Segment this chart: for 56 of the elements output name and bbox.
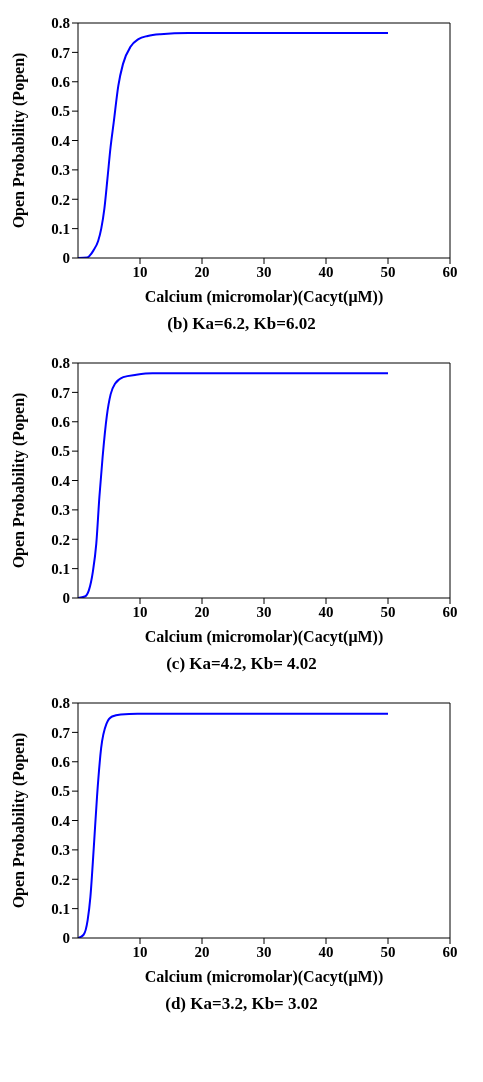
x-tick-label: 20 xyxy=(194,263,210,280)
y-tick-label: 0.5 xyxy=(51,103,70,120)
y-tick-label: 0.8 xyxy=(51,355,70,372)
x-tick-label: 40 xyxy=(318,943,334,960)
text: (b) Ka=6.2, Kb=6.02 xyxy=(166,314,317,334)
y-tick-label: 0.8 xyxy=(51,695,70,712)
x-tick-label: 30 xyxy=(256,603,272,620)
y-tick-label: 0.2 xyxy=(51,531,70,548)
x-tick-label: 50 xyxy=(380,263,396,280)
x-tick-label: 40 xyxy=(318,263,334,280)
x-tick-label: 50 xyxy=(380,943,396,960)
y-tick-label: 0 xyxy=(62,250,70,267)
y-tick-label: 0.5 xyxy=(51,443,70,460)
x-tick-label: 10 xyxy=(132,603,148,620)
y-tick-label: 0.7 xyxy=(51,44,71,61)
y-tick-label: 0.3 xyxy=(51,162,70,179)
y-tick-label: 0.1 xyxy=(51,560,70,577)
y-tick-label: 0.7 xyxy=(51,384,71,401)
x-tick-label: 10 xyxy=(132,263,148,280)
y-tick-label: 0.3 xyxy=(51,842,70,859)
x-tick-label: 60 xyxy=(442,603,458,620)
x-tick-label: 30 xyxy=(256,943,272,960)
x-tick-label: 40 xyxy=(318,603,334,620)
y-tick-label: 0.4 xyxy=(51,472,71,489)
x-tick-label: 60 xyxy=(442,943,458,960)
y-tick-label: 0.4 xyxy=(51,812,71,829)
y-tick-label: 0.7 xyxy=(51,724,71,741)
x-tick-label: 20 xyxy=(194,603,210,620)
x-tick-label: 30 xyxy=(256,263,272,280)
y-axis-title: Open Probability (Popen) xyxy=(9,52,28,229)
x-axis-title: Calcium (micromolar)(Cacyt(μM)) xyxy=(144,288,384,306)
y-tick-label: 0.1 xyxy=(51,220,70,237)
y-tick-label: 0.1 xyxy=(51,900,70,917)
y-tick-label: 0.4 xyxy=(51,132,71,149)
y-tick-label: 0.3 xyxy=(51,502,70,519)
text: (c) Ka=4.2, Kb= 4.02 xyxy=(165,654,318,674)
line-series xyxy=(78,712,389,938)
y-tick-label: 0 xyxy=(62,590,70,607)
y-tick-label: 0.6 xyxy=(51,414,71,431)
y-tick-label: 0.6 xyxy=(51,74,71,91)
text: (d) Ka=3.2, Kb= 3.02 xyxy=(164,994,319,1014)
y-tick-label: 0.8 xyxy=(51,15,70,32)
y-axis-title: Open Probability (Popen) xyxy=(9,732,28,909)
y-tick-label: 0.2 xyxy=(51,191,70,208)
y-tick-label: 0.5 xyxy=(51,783,70,800)
x-tick-label: 10 xyxy=(132,943,148,960)
y-tick-label: 0.2 xyxy=(51,871,70,888)
x-axis-title: Calcium (micromolar)(Cacyt(μM)) xyxy=(144,628,384,646)
x-tick-label: 20 xyxy=(194,943,210,960)
x-tick-label: 60 xyxy=(442,263,458,280)
y-tick-label: 0.6 xyxy=(51,754,71,771)
y-tick-label: 0 xyxy=(62,930,70,947)
x-axis-title: Calcium (micromolar)(Cacyt(μM)) xyxy=(144,968,384,986)
y-axis-title: Open Probability (Popen) xyxy=(9,392,28,569)
x-tick-label: 50 xyxy=(380,603,396,620)
line-series xyxy=(78,372,389,598)
